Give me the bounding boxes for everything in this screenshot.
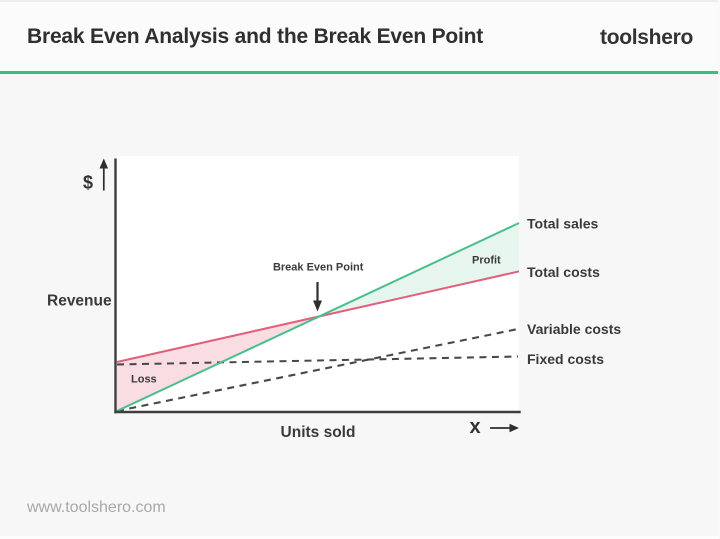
svg-text:Revenue: Revenue	[47, 293, 112, 310]
svg-text:Fixed costs: Fixed costs	[527, 351, 604, 367]
svg-text:x: x	[470, 416, 481, 438]
svg-text:Break Even Point: Break Even Point	[273, 262, 364, 274]
svg-text:$: $	[83, 173, 93, 193]
svg-text:Total costs: Total costs	[527, 264, 600, 280]
svg-text:Total sales: Total sales	[527, 216, 599, 232]
svg-text:Variable costs: Variable costs	[527, 321, 621, 337]
svg-text:Units sold: Units sold	[281, 424, 356, 441]
svg-text:Profit: Profit	[472, 255, 501, 267]
svg-text:Loss: Loss	[131, 374, 157, 386]
